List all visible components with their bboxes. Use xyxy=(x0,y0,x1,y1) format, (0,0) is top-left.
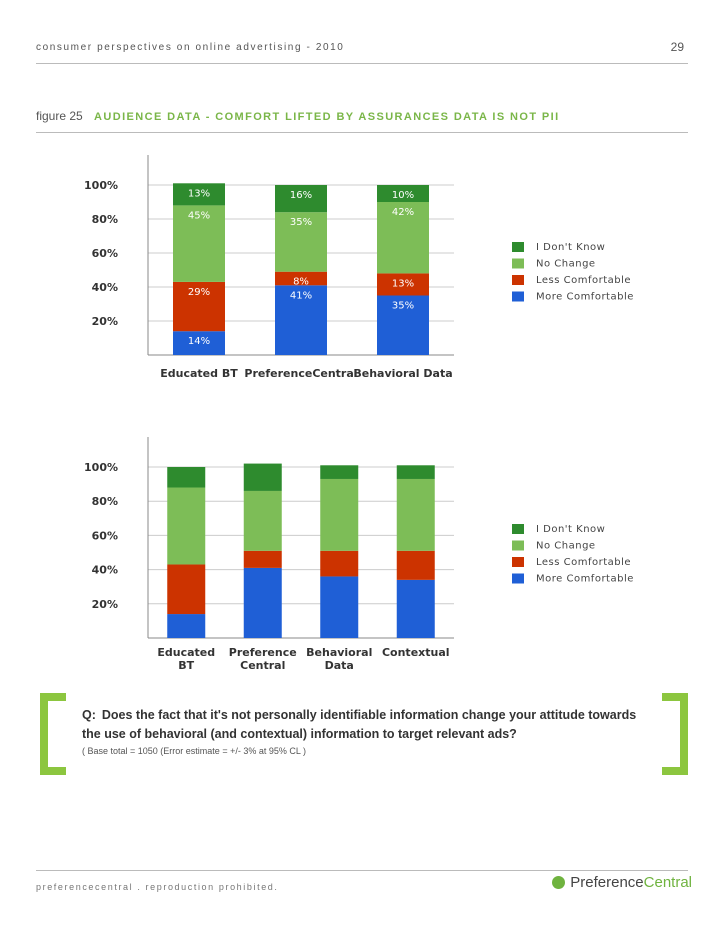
bar-segment-i-don-t-know xyxy=(396,465,435,479)
bar-segment-no-change xyxy=(396,478,435,551)
legend-label: Less Comfortable xyxy=(536,275,631,286)
preferencecentral-logo: Preference Central xyxy=(552,874,692,891)
y-tick-label: 60% xyxy=(92,247,118,260)
data-label: 13% xyxy=(188,188,210,199)
data-label: 13% xyxy=(392,278,414,289)
bar-segment-i-don-t-know xyxy=(173,183,225,206)
data-label: 16% xyxy=(290,190,312,201)
figure-heading: AUDIENCE DATA - COMFORT LIFTED BY ASSURA… xyxy=(94,111,560,123)
y-tick-label: 60% xyxy=(92,529,118,542)
y-tick-label: 40% xyxy=(92,564,118,577)
bar-segment-no-change xyxy=(275,212,327,272)
legend-label: I Don't Know xyxy=(536,524,605,535)
bar-segment-more-comfortable xyxy=(396,579,435,638)
data-label: 35% xyxy=(290,217,312,228)
header-rule xyxy=(36,63,688,64)
data-label: 29% xyxy=(188,287,210,298)
legend-label: No Change xyxy=(536,541,596,552)
footer-rule xyxy=(36,870,688,871)
left-bracket xyxy=(40,693,66,775)
category-label: Contextual xyxy=(382,646,450,659)
category-label: Data xyxy=(325,659,354,672)
data-label: 8% xyxy=(293,277,309,288)
logo-text-part1: Preference xyxy=(570,874,644,891)
data-label: 41% xyxy=(290,290,312,301)
legend-swatch xyxy=(512,524,524,534)
legend-label: No Change xyxy=(536,259,596,270)
category-label: Preference xyxy=(229,646,297,659)
bar-segment-more-comfortable xyxy=(243,567,282,638)
category-label: BT xyxy=(178,659,194,672)
footer-notice: preferencecentral . reproduction prohibi… xyxy=(36,882,279,892)
bar-segment-no-change xyxy=(377,202,429,274)
category-label: Behavioral xyxy=(306,646,372,659)
bar-segment-i-don-t-know xyxy=(167,467,206,488)
bar-segment-i-don-t-know xyxy=(275,185,327,213)
chart-1: 20% 40% 60% 80% 100% 14% 29% 45% 13% Educated BT 4… xyxy=(84,155,634,380)
data-label: 14% xyxy=(188,336,210,347)
data-label: 35% xyxy=(392,301,414,312)
bar-segment-less-comfortable xyxy=(167,564,206,615)
right-bracket xyxy=(662,693,688,775)
category-label: PreferenceCentral xyxy=(244,367,357,380)
bar-segment-more-comfortable xyxy=(173,331,225,355)
bar-segment-less-comfortable xyxy=(243,550,282,568)
y-tick-label: 20% xyxy=(92,315,118,328)
legend-swatch xyxy=(512,557,524,567)
bar-segment-no-change xyxy=(173,205,225,282)
bar-segment-less-comfortable xyxy=(396,550,435,580)
bar-segment-more-comfortable xyxy=(320,576,359,638)
data-label: 10% xyxy=(392,190,414,201)
bar-segment-i-don-t-know xyxy=(377,185,429,202)
question-prefix: Q: xyxy=(82,708,96,722)
data-label: 42% xyxy=(392,207,414,218)
y-tick-label: 80% xyxy=(92,495,118,508)
bar-segment-more-comfortable xyxy=(167,614,206,638)
figure-title: figure 25 AUDIENCE DATA - COMFORT LIFTED… xyxy=(36,109,560,123)
category-label: Educated xyxy=(157,646,215,659)
bar-segment-i-don-t-know xyxy=(243,463,282,491)
legend-swatch xyxy=(512,258,524,269)
survey-question: Q: Does the fact that it's not personally… xyxy=(82,706,642,744)
bar-segment-less-comfortable xyxy=(320,550,359,577)
legend-swatch xyxy=(512,242,524,252)
legend-swatch xyxy=(512,573,524,584)
page-number: 29 xyxy=(670,40,684,54)
data-label: 45% xyxy=(188,210,210,221)
category-label: Educated BT xyxy=(160,367,238,380)
legend-label: I Don't Know xyxy=(536,242,605,253)
base-note: ( Base total = 1050 (Error estimate = +/… xyxy=(82,746,307,756)
logo-icon xyxy=(552,876,566,889)
bar-segment-less-comfortable xyxy=(173,281,225,332)
bar-segment-less-comfortable xyxy=(377,273,429,296)
logo-text-part2: Central xyxy=(643,874,692,891)
legend-label: More Comfortable xyxy=(536,292,634,303)
category-label: Behavioral Data xyxy=(353,367,452,380)
y-tick-label: 40% xyxy=(92,281,118,294)
legend-swatch xyxy=(512,275,524,285)
legend-label: Less Comfortable xyxy=(536,557,631,568)
figure-rule xyxy=(36,132,688,133)
y-tick-label: 20% xyxy=(92,598,118,611)
bar-segment-less-comfortable xyxy=(275,271,327,286)
figure-label: figure 25 xyxy=(36,109,83,123)
bar-segment-no-change xyxy=(243,490,282,551)
bar-segment-i-don-t-know xyxy=(320,465,359,479)
bar-segment-more-comfortable xyxy=(377,295,429,355)
legend-swatch xyxy=(512,540,524,551)
question-text: Does the fact that it's not personally i… xyxy=(82,708,637,741)
legend-swatch xyxy=(512,291,524,302)
y-tick-label: 80% xyxy=(92,213,118,226)
y-tick-label: 100% xyxy=(84,179,118,192)
category-label: Central xyxy=(240,659,285,672)
y-tick-label: 100% xyxy=(84,461,118,474)
running-header: consumer perspectives on online advertis… xyxy=(36,42,345,53)
bar-segment-more-comfortable xyxy=(275,285,327,355)
bar-segment-no-change xyxy=(320,478,359,551)
bar-segment-no-change xyxy=(167,487,206,565)
legend-label: More Comfortable xyxy=(536,574,634,585)
